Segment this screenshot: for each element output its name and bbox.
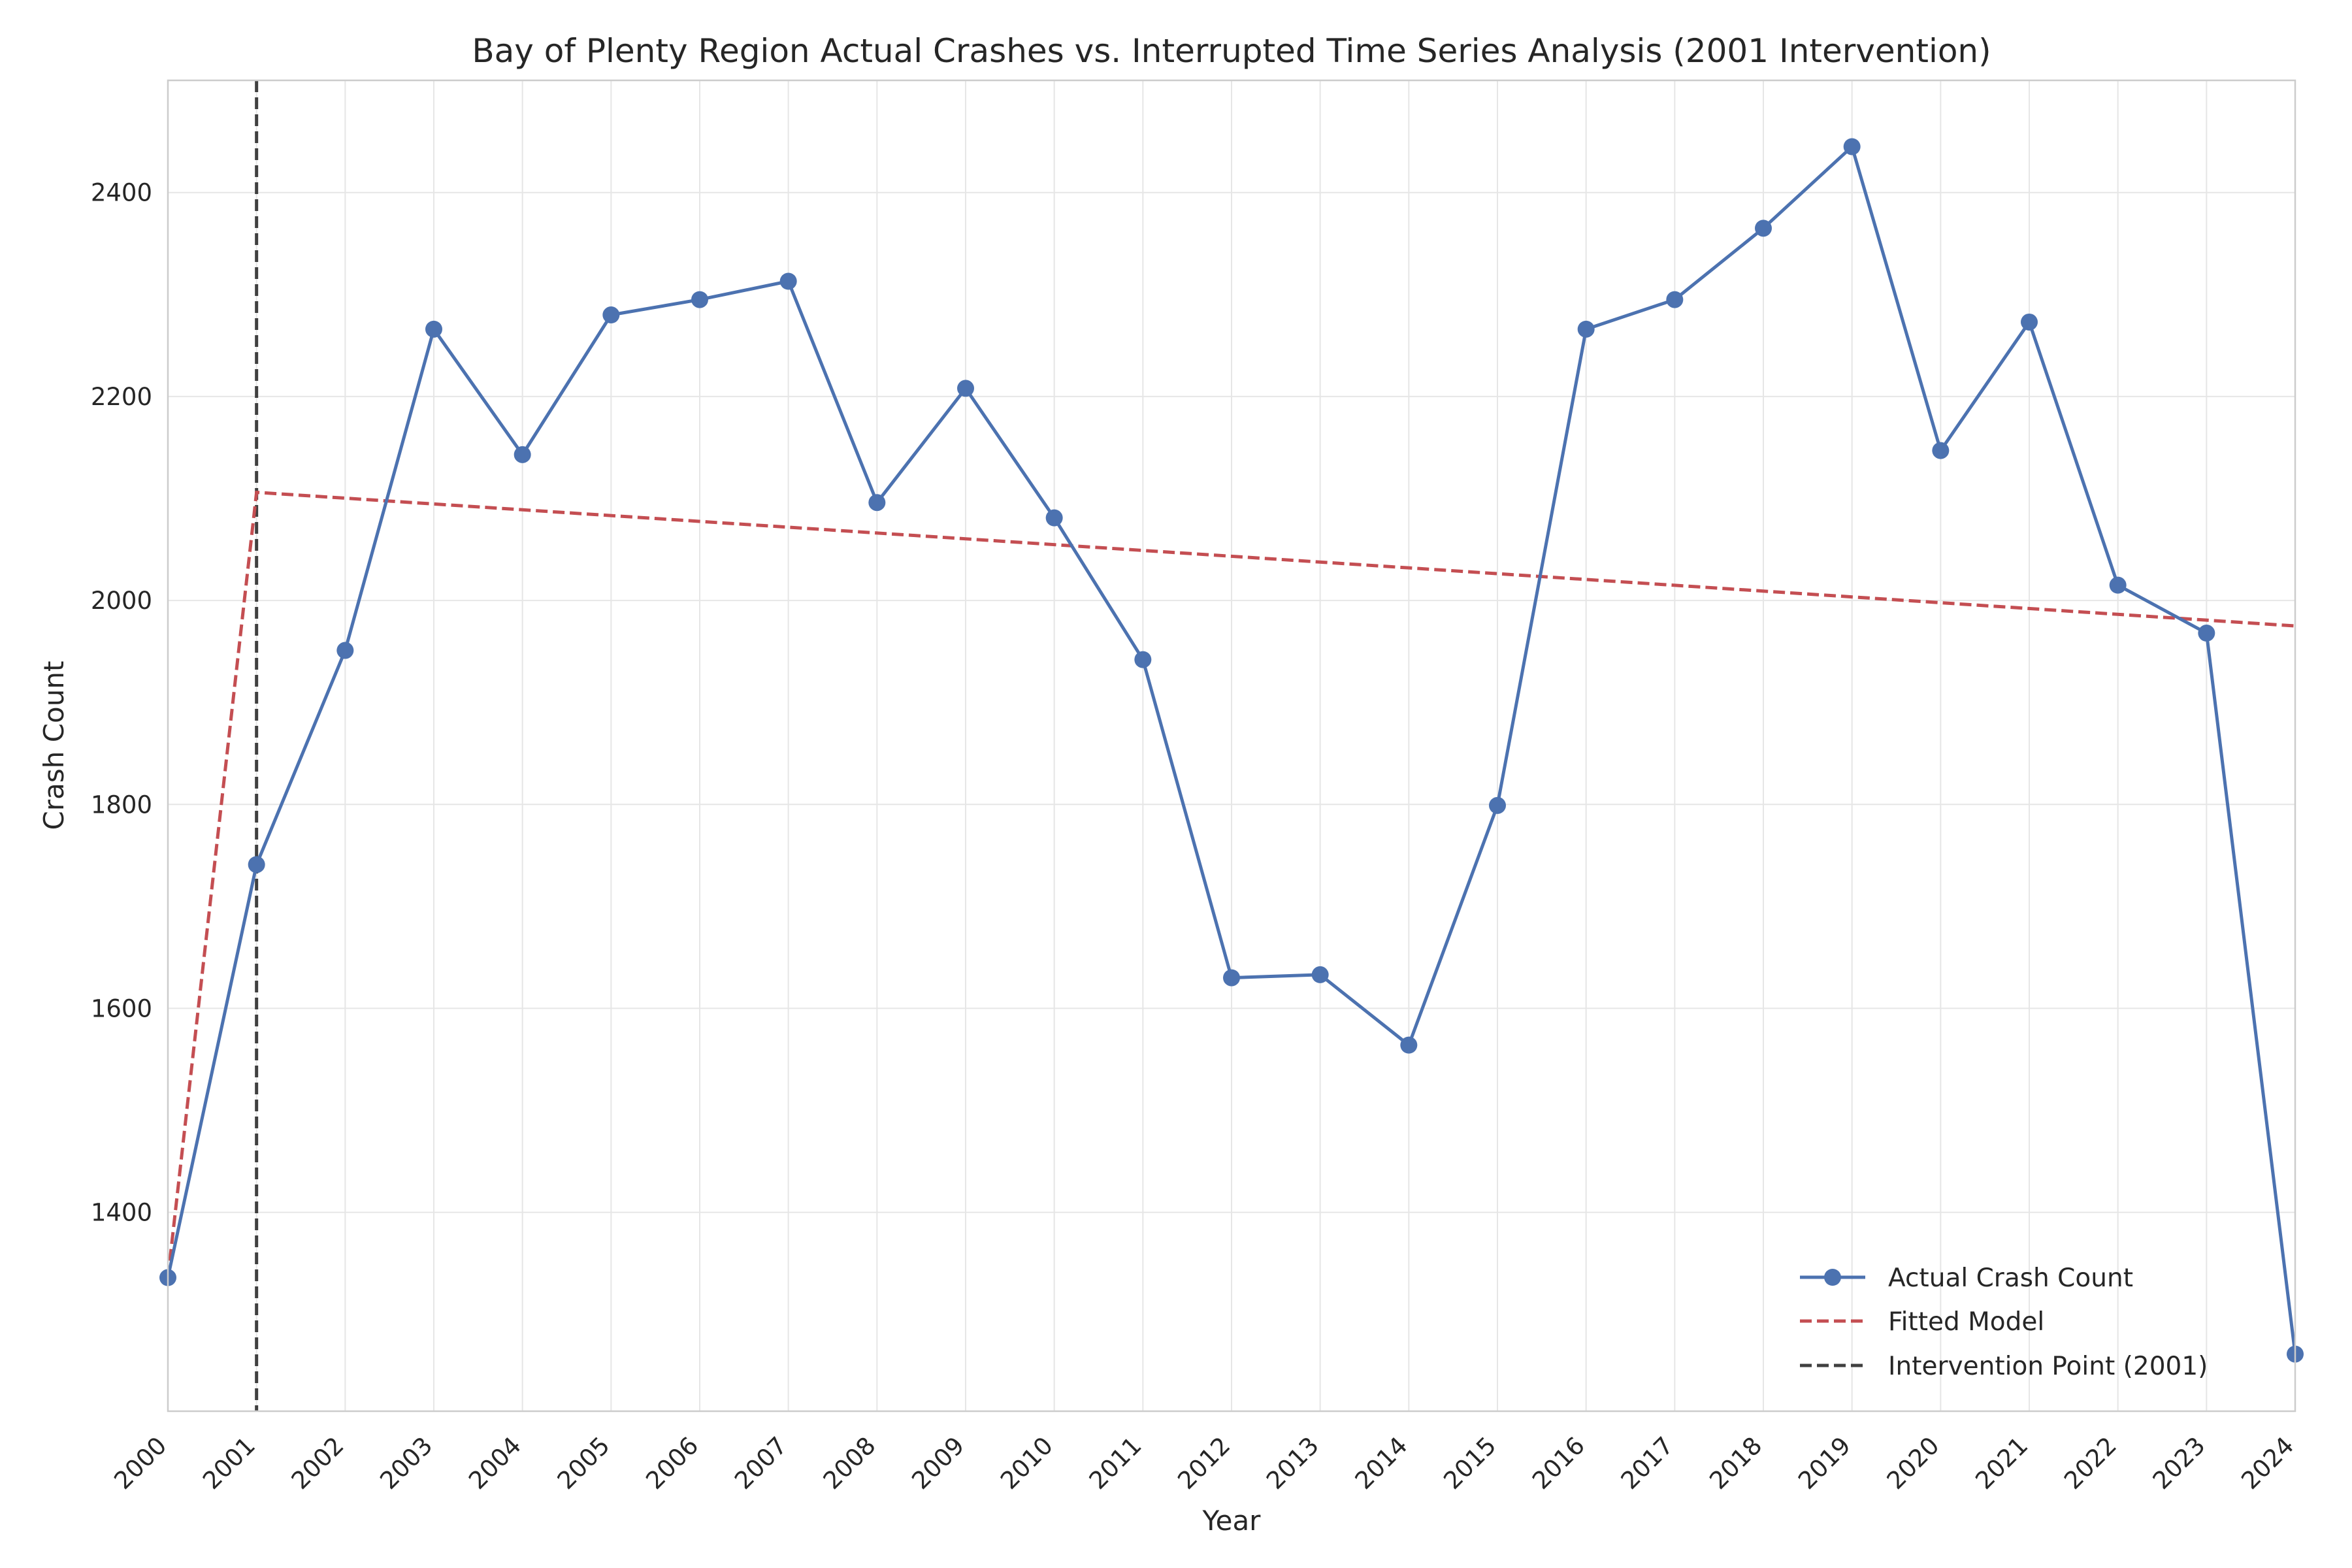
legend-marker-actual (1824, 1269, 1841, 1286)
actual-crash-point (2110, 577, 2127, 594)
grid (168, 80, 2295, 1411)
y-tick-label: 2400 (91, 179, 152, 207)
actual-crash-point (1844, 138, 1861, 155)
y-tick-label: 2000 (91, 587, 152, 615)
actual-crash-point (2021, 314, 2038, 331)
x-tick-label: 2003 (374, 1431, 438, 1495)
actual-crash-point (1489, 797, 1506, 814)
x-tick-label: 2002 (286, 1431, 350, 1495)
x-tick-label: 2008 (818, 1431, 881, 1495)
x-tick-label: 2010 (995, 1431, 1058, 1495)
x-tick-label: 2015 (1438, 1431, 1501, 1495)
actual-crash-point (1666, 291, 1683, 308)
x-tick-label: 2017 (1616, 1431, 1679, 1495)
x-tick-label: 2023 (2148, 1431, 2211, 1495)
legend: Actual Crash Count Fitted Model Interven… (1800, 1264, 2208, 1381)
x-tick-label: 2006 (640, 1431, 704, 1495)
actual-crash-point (2198, 625, 2215, 642)
actual-crash-point (1134, 651, 1151, 668)
x-tick-label: 2004 (463, 1431, 527, 1495)
actual-crash-point (957, 380, 974, 397)
x-tick-label: 2021 (1970, 1431, 2033, 1495)
y-tick-label: 2200 (91, 383, 152, 411)
x-tick-label: 2009 (906, 1431, 970, 1495)
actual-crash-point (1312, 966, 1329, 983)
x-tick-label: 2012 (1172, 1431, 1235, 1495)
actual-crash-point (514, 446, 531, 463)
y-tick-label: 1400 (91, 1199, 152, 1227)
x-tick-label: 2014 (1350, 1431, 1413, 1495)
x-tick-labels: 2000 2001 2002 2003 2004 2005 2006 2007 2008 2009… (108, 1431, 2299, 1495)
x-tick-label: 2019 (1793, 1431, 1856, 1495)
x-tick-label: 2013 (1261, 1431, 1324, 1495)
x-tick-label: 2018 (1704, 1431, 1767, 1495)
actual-crash-point (691, 291, 708, 308)
actual-crash-point (1223, 970, 1240, 987)
x-tick-label: 2016 (1527, 1431, 1590, 1495)
actual-crash-point (868, 494, 885, 511)
actual-crash-point (1046, 510, 1063, 527)
x-tick-label: 2005 (552, 1431, 615, 1495)
y-tick-label: 1600 (91, 994, 152, 1022)
actual-crash-point (780, 273, 797, 290)
legend-label-actual: Actual Crash Count (1888, 1264, 2133, 1293)
x-tick-label: 2001 (197, 1431, 261, 1495)
y-tick-labels: 1400 1600 1800 2000 2200 2400 (91, 179, 152, 1227)
legend-label-fitted: Fitted Model (1888, 1307, 2044, 1337)
chart-title: Bay of Plenty Region Actual Crashes vs. … (472, 32, 1991, 70)
x-tick-label: 2020 (1882, 1431, 1945, 1495)
actual-crash-point (425, 321, 442, 338)
actual-crash-point (1400, 1037, 1417, 1054)
x-tick-label: 2007 (729, 1431, 792, 1495)
x-tick-label: 2011 (1084, 1431, 1147, 1495)
actual-crash-point (248, 856, 265, 873)
x-axis-label: Year (1202, 1505, 1262, 1537)
x-tick-label: 2022 (2059, 1431, 2122, 1495)
actual-crash-point (1578, 321, 1595, 338)
actual-crash-point (1932, 442, 1949, 459)
y-tick-label: 1800 (91, 791, 152, 819)
x-tick-label: 2024 (2236, 1431, 2299, 1495)
actual-crash-point (1755, 220, 1772, 237)
legend-label-intervention: Intervention Point (2001) (1888, 1352, 2208, 1381)
x-tick-label: 2000 (108, 1431, 172, 1495)
actual-crash-point (336, 642, 353, 659)
actual-crash-point (602, 306, 619, 323)
y-axis-label: Crash Count (38, 661, 70, 830)
